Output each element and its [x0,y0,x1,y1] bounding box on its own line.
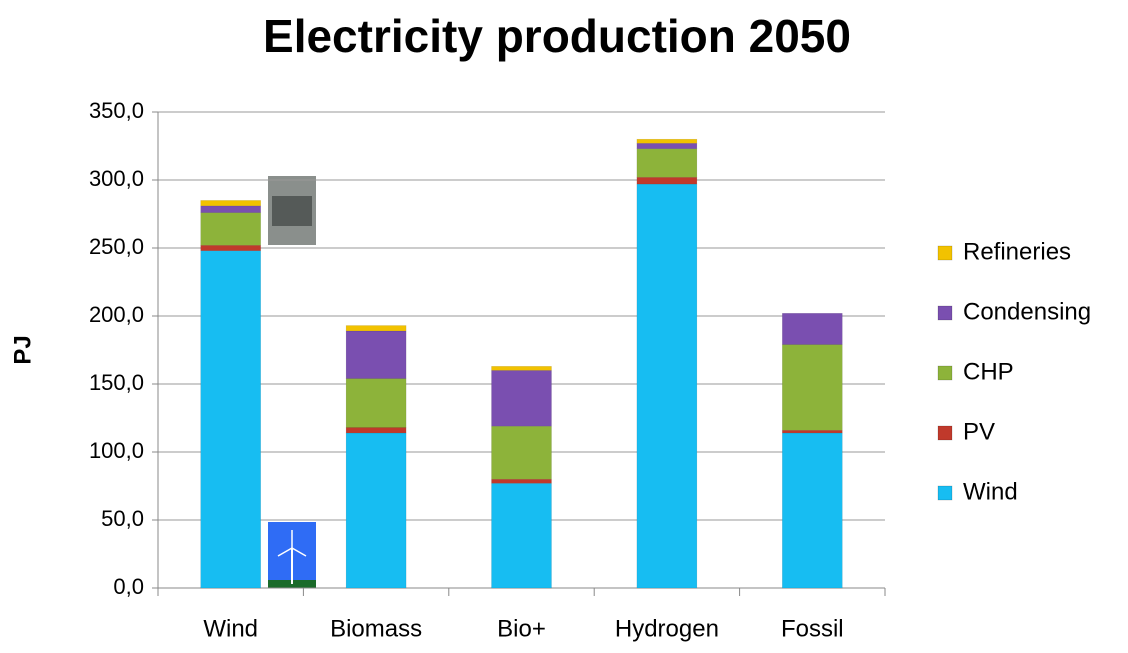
legend-swatch [938,426,952,440]
legend-label: CHP [963,358,1014,385]
bar-segment [346,331,406,379]
bar-segment [201,245,261,250]
bar-segment [201,206,261,213]
bar-segment [637,177,697,184]
bar-segment [637,149,697,178]
x-tick-label: Biomass [330,615,422,642]
decorations [268,176,316,588]
y-tick-label: 300,0 [89,166,144,191]
bar-segment [492,479,552,483]
legend-label: PV [963,418,995,445]
bar-segment [346,428,406,433]
bar-segment [201,251,261,588]
legend-swatch [938,246,952,260]
bar-segment [782,345,842,431]
bar-segment [492,366,552,370]
legend-swatch [938,306,952,320]
bar-segment [637,143,697,148]
y-tick-label: 350,0 [89,98,144,123]
y-axis-label: PJ [9,335,36,364]
bar-segment [346,326,406,331]
y-tick-label: 100,0 [89,438,144,463]
y-tick-label: 50,0 [101,506,144,531]
legend-label: Refineries [963,238,1071,265]
legend-label: Condensing [963,298,1091,325]
legend-swatch [938,366,952,380]
photo-detail [272,196,312,226]
chart-title: Electricity production 2050 [263,10,851,62]
x-tick-label: Hydrogen [615,615,719,642]
bar-segment [492,370,552,426]
bar-segment [782,433,842,588]
bar-segment [346,379,406,428]
bar-segment [637,139,697,143]
x-tick-label: Bio+ [497,615,546,642]
x-tick-label: Wind [203,615,258,642]
bar-segment [492,426,552,479]
bar-segment [346,433,406,588]
bar-segment [782,430,842,433]
y-tick-label: 150,0 [89,370,144,395]
chart: Electricity production 2050 PJ 0,0 50,0 10… [0,0,1128,648]
bar-segment [782,313,842,344]
bar-segment [637,184,697,588]
bar-segment [492,483,552,588]
legend-swatch [938,486,952,500]
legend-label: Wind [963,478,1018,505]
bar-segment [201,213,261,246]
bar-segment [201,200,261,205]
y-tick-label: 250,0 [89,234,144,259]
y-tick-label: 200,0 [89,302,144,327]
x-tick-label: Fossil [781,615,844,642]
y-tick-label: 0,0 [113,574,144,599]
